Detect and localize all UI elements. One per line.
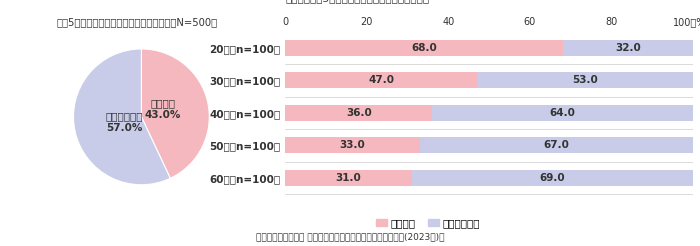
Text: 32.0: 32.0 xyxy=(615,43,640,53)
Bar xyxy=(412,170,693,186)
Text: 積水ハウス株式会社 住生活研究所「年始に向けた大掃除調査(2023年)」: 積水ハウス株式会社 住生活研究所「年始に向けた大掃除調査(2023年)」 xyxy=(256,232,444,241)
Bar xyxy=(286,170,412,186)
Text: 68.0: 68.0 xyxy=(411,43,437,53)
Bar xyxy=(286,105,432,121)
Bar xyxy=(563,40,693,56)
Legend: 見直した, 見直してない: 見直した, 見直してない xyxy=(372,214,484,232)
Text: 64.0: 64.0 xyxy=(550,108,575,118)
Wedge shape xyxy=(74,49,170,185)
Text: 53.0: 53.0 xyxy=(572,75,598,85)
Text: 年代別｜直近5年で普段の自宅の掃除を見直したか: 年代別｜直近5年で普段の自宅の掃除を見直したか xyxy=(286,0,430,3)
Bar xyxy=(477,72,693,88)
Bar xyxy=(432,105,693,121)
Bar xyxy=(286,40,563,56)
Text: 31.0: 31.0 xyxy=(336,173,361,183)
Text: 見直した
43.0%: 見直した 43.0% xyxy=(145,98,181,120)
Bar xyxy=(286,72,477,88)
Text: 69.0: 69.0 xyxy=(540,173,565,183)
Text: 33.0: 33.0 xyxy=(340,140,365,150)
Text: 見直してない
57.0%: 見直してない 57.0% xyxy=(106,111,144,133)
Wedge shape xyxy=(141,49,209,178)
Bar xyxy=(286,137,420,154)
Text: 47.0: 47.0 xyxy=(368,75,394,85)
Text: 直近5年で普段の自宅の掃除を見直したか（N=500）: 直近5年で普段の自宅の掃除を見直したか（N=500） xyxy=(57,17,218,27)
Text: 67.0: 67.0 xyxy=(543,140,569,150)
Text: 36.0: 36.0 xyxy=(346,108,372,118)
Bar xyxy=(420,137,693,154)
